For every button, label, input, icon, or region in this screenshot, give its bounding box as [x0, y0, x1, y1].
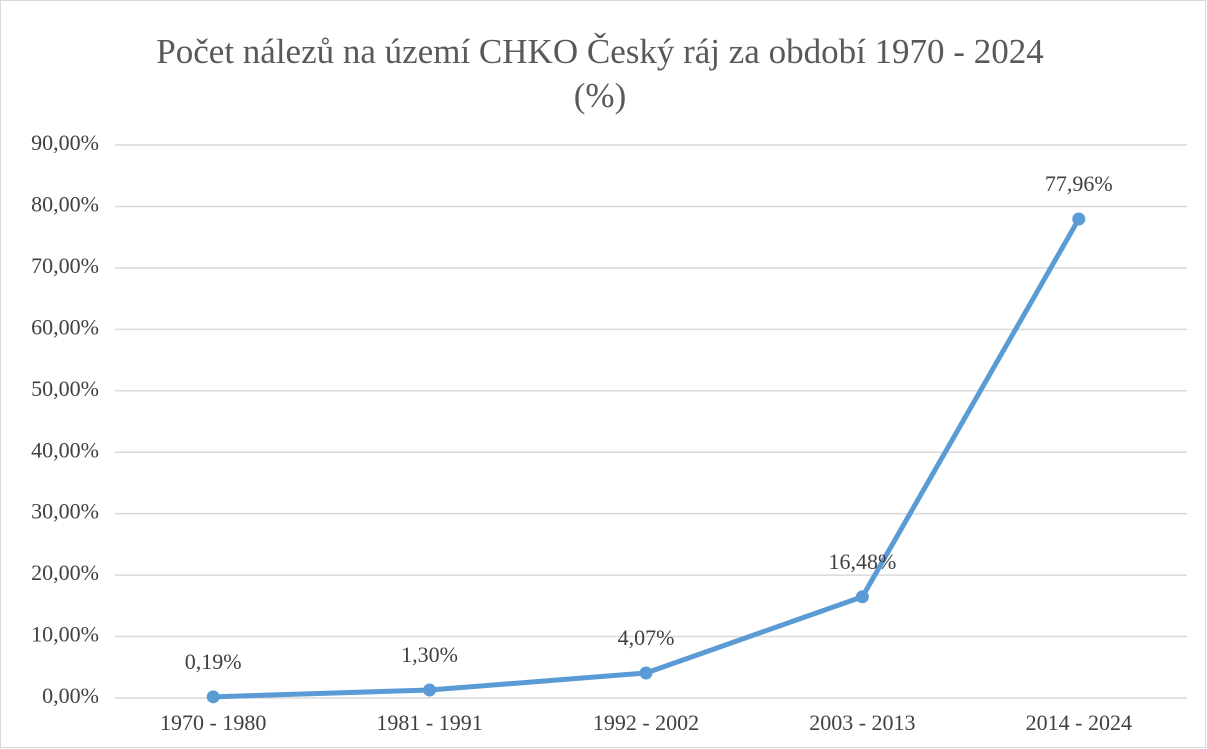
y-tick-label: 0,00%	[42, 683, 99, 708]
y-tick-label: 10,00%	[31, 622, 99, 647]
data-label: 0,19%	[185, 649, 242, 674]
x-tick-label: 1981 - 1991	[376, 710, 482, 735]
data-label: 1,30%	[401, 642, 458, 667]
x-tick-label: 2014 - 2024	[1026, 710, 1132, 735]
y-tick-label: 90,00%	[31, 130, 99, 155]
data-point	[206, 690, 220, 704]
data-point	[423, 683, 437, 697]
x-tick-label: 1970 - 1980	[160, 710, 266, 735]
data-point	[855, 590, 869, 604]
x-tick-label: 1992 - 2002	[593, 710, 699, 735]
data-label: 4,07%	[618, 625, 675, 650]
chart-title: Počet nálezů na území CHKO Český ráj za …	[156, 32, 1044, 115]
data-label: 16,48%	[828, 549, 896, 574]
y-tick-label: 70,00%	[31, 253, 99, 278]
y-tick-label: 20,00%	[31, 560, 99, 585]
x-tick-label: 2003 - 2013	[809, 710, 915, 735]
data-point	[639, 666, 653, 680]
y-tick-label: 30,00%	[31, 499, 99, 524]
y-tick-label: 50,00%	[31, 376, 99, 401]
data-point	[1072, 212, 1086, 226]
data-label: 77,96%	[1045, 171, 1113, 196]
y-tick-label: 80,00%	[31, 191, 99, 216]
y-tick-label: 60,00%	[31, 314, 99, 339]
y-tick-label: 40,00%	[31, 437, 99, 462]
